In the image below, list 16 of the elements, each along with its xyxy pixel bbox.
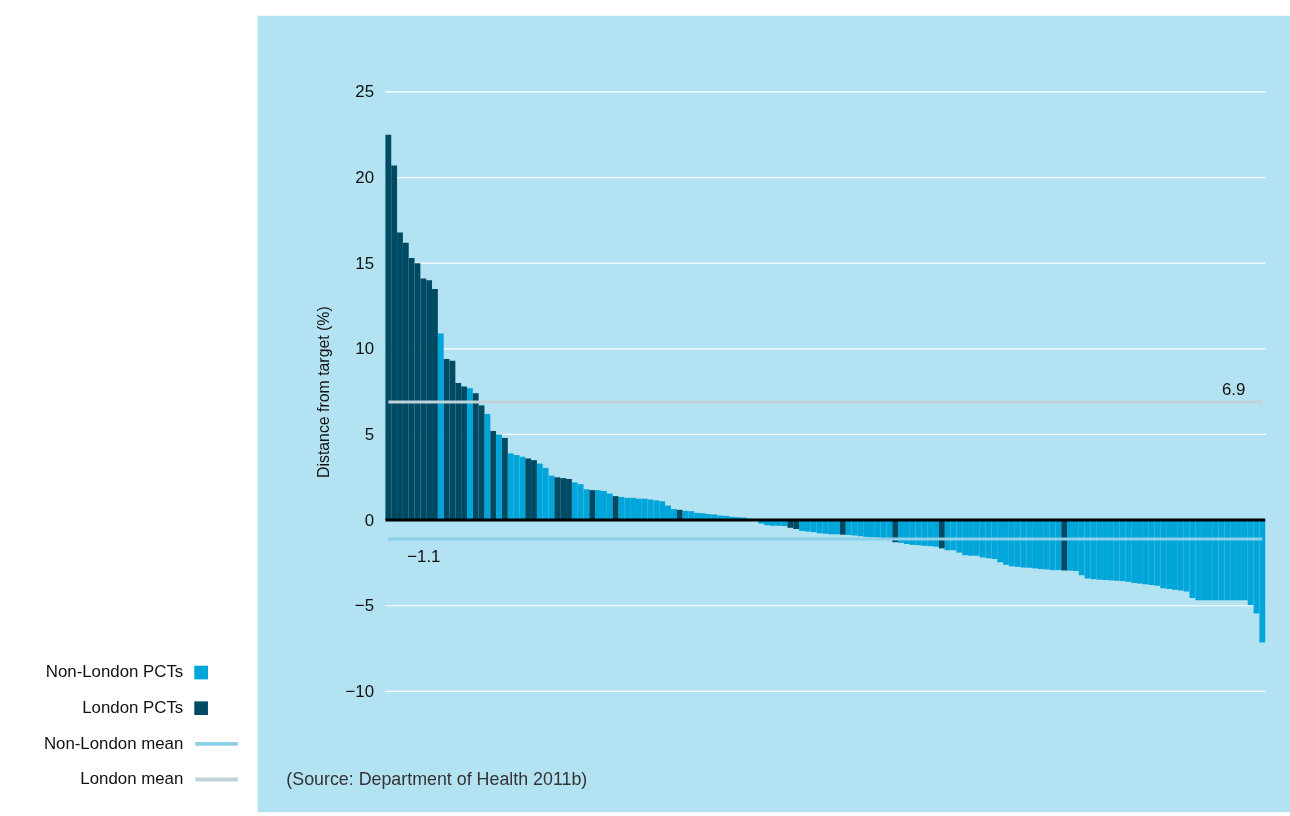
annotation: −1.1	[407, 546, 441, 566]
y-tick-label: 20	[355, 168, 375, 188]
y-tick-label: −10	[345, 681, 375, 701]
y-tick-label: 0	[364, 510, 375, 530]
legend-label: Non-London PCTs	[45, 662, 184, 682]
y-tick-label: 15	[355, 253, 375, 273]
legend-label: London mean	[80, 769, 184, 789]
y-tick-label: −5	[354, 596, 375, 616]
legend-label: London PCTs	[82, 698, 184, 718]
y-tick-label: 25	[355, 82, 375, 102]
legend-label: Non-London mean	[43, 733, 184, 753]
y-tick-label: 10	[355, 339, 375, 359]
y-axis-title: Distance from target (%)	[314, 306, 332, 478]
y-tick-label: 5	[364, 424, 375, 444]
text: (Source: Department of Health 2011b)	[286, 769, 588, 790]
annotation: 6.9	[1222, 379, 1246, 399]
